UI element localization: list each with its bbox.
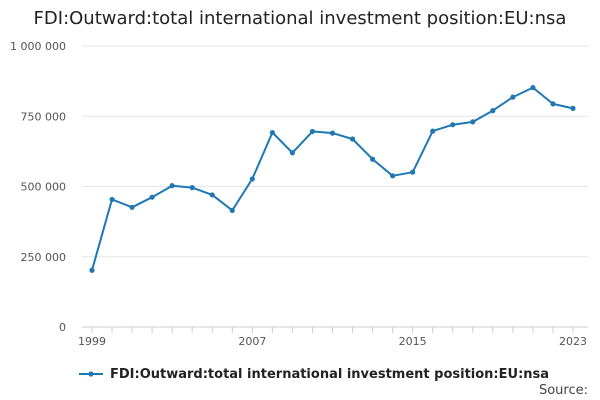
data-point[interactable] bbox=[169, 183, 175, 189]
data-point[interactable] bbox=[269, 129, 275, 136]
data-point[interactable] bbox=[109, 196, 115, 203]
y-tick-label: 750 000 bbox=[21, 110, 67, 123]
legend-swatch-icon bbox=[79, 371, 103, 377]
data-point[interactable] bbox=[129, 204, 135, 210]
data-point[interactable] bbox=[249, 176, 255, 182]
x-tick-label: 2023 bbox=[559, 335, 587, 348]
data-point[interactable] bbox=[369, 156, 376, 162]
chart-title: FDI:Outward:total international investme… bbox=[33, 8, 567, 29]
y-tick-label: 0 bbox=[59, 321, 66, 334]
data-point[interactable] bbox=[470, 119, 476, 125]
data-point[interactable] bbox=[289, 150, 296, 156]
y-tick-label: 1 000 000 bbox=[10, 40, 66, 53]
y-tick-label: 250 000 bbox=[21, 251, 67, 264]
legend[interactable]: FDI:Outward:total international investme… bbox=[78, 366, 549, 382]
data-point[interactable] bbox=[390, 173, 396, 179]
data-point[interactable] bbox=[329, 130, 336, 136]
data-point[interactable] bbox=[89, 267, 95, 273]
gridlines bbox=[82, 45, 588, 258]
data-point[interactable] bbox=[410, 169, 416, 175]
data-point[interactable] bbox=[530, 84, 536, 91]
data-point[interactable] bbox=[209, 192, 215, 198]
x-tick-label: 2015 bbox=[399, 335, 427, 348]
data-point[interactable] bbox=[450, 122, 456, 128]
data-point[interactable] bbox=[349, 136, 356, 142]
y-axis-ticks: 0 250 000 500 000 750 000 1 000 000 bbox=[10, 40, 66, 334]
series-line bbox=[91, 86, 574, 271]
source-label: Source: bbox=[538, 383, 588, 398]
x-axis: 1999 2007 2015 2023 bbox=[78, 326, 588, 348]
data-point[interactable] bbox=[309, 128, 316, 135]
data-point[interactable] bbox=[189, 185, 195, 191]
y-tick-label: 500 000 bbox=[21, 181, 67, 194]
data-point[interactable] bbox=[149, 194, 155, 200]
series-group bbox=[89, 84, 576, 273]
data-point[interactable] bbox=[229, 207, 235, 213]
data-point[interactable] bbox=[510, 94, 516, 100]
x-tick-label: 1999 bbox=[78, 335, 106, 348]
data-point[interactable] bbox=[490, 108, 496, 114]
data-point[interactable] bbox=[570, 105, 576, 111]
x-tick-label: 2007 bbox=[238, 335, 266, 348]
data-point[interactable] bbox=[430, 128, 436, 134]
data-point[interactable] bbox=[550, 101, 556, 107]
legend-label: FDI:Outward:total international investme… bbox=[110, 366, 550, 382]
